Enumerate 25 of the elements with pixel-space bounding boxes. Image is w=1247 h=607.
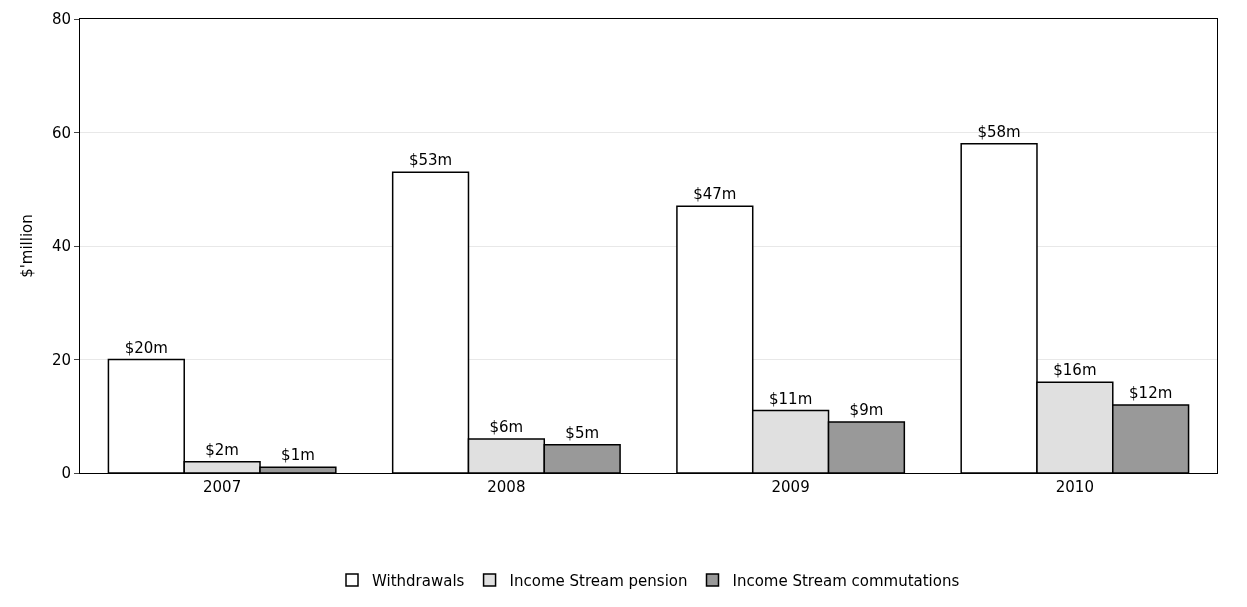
y-tick-label: 20 [51, 350, 71, 369]
data-label: $1m [281, 446, 315, 465]
x-tick-label: 2007 [203, 478, 242, 496]
y-tick-label: 80 [51, 10, 71, 29]
data-label: $12m [1129, 383, 1173, 402]
data-label: $58m [977, 122, 1021, 141]
x-tick-label: 2008 [487, 478, 526, 496]
x-tick-label: 2009 [771, 478, 810, 496]
data-label: $53m [408, 151, 453, 170]
data-label: $5m [565, 423, 600, 442]
y-tick-label: 60 [51, 123, 71, 142]
y-tick-label: 40 [51, 237, 71, 256]
y-axis-title: $'million [18, 214, 37, 278]
data-label: $11m [769, 389, 813, 408]
data-label: $6m [489, 417, 524, 436]
data-label: $16m [1053, 361, 1097, 380]
legend-label: Income Stream commutations [732, 571, 960, 590]
x-tick-label: 2010 [1055, 478, 1094, 496]
legend-label: Withdrawals [372, 571, 465, 590]
data-label: $2m [205, 440, 239, 459]
y-tick-label: 0 [61, 464, 71, 483]
data-label: $9m [849, 400, 884, 419]
data-label: $20m [124, 338, 168, 357]
legend-label: Income Stream pension [509, 571, 688, 590]
data-label: $47m [693, 185, 737, 204]
